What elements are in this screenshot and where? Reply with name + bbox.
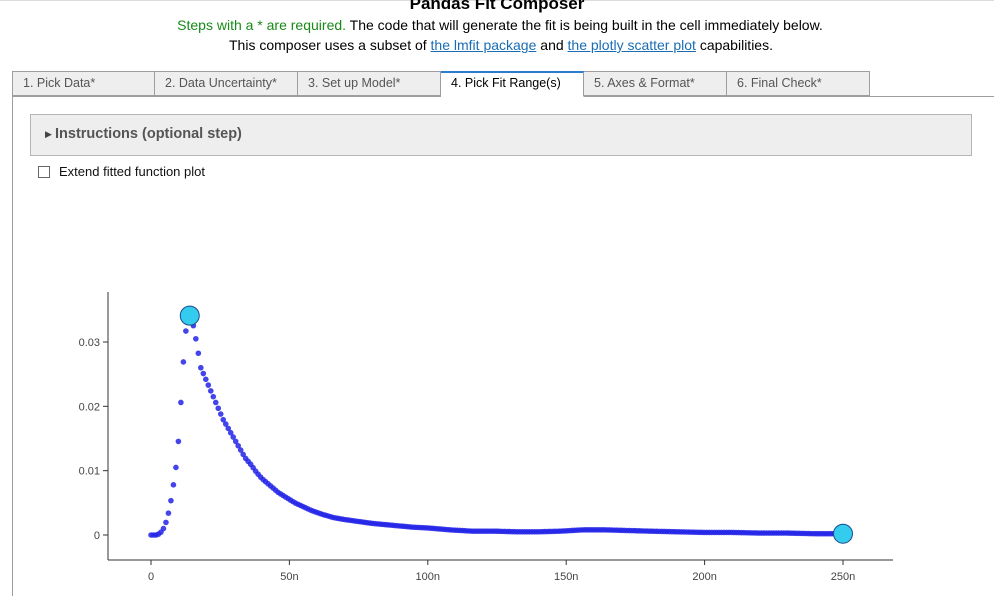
- x-axis-ticks: 0 50n 100n 150n 200n 250n: [148, 560, 855, 583]
- triangle-right-icon: ▶: [45, 129, 52, 139]
- data-point: [227, 429, 234, 436]
- x-tick-label: 0: [148, 571, 154, 583]
- y-tick-label: 0: [94, 530, 100, 542]
- data-point: [240, 451, 246, 458]
- capabilities-prefix: This composer uses a subset of: [229, 37, 431, 53]
- data-point: [232, 438, 239, 445]
- top-divider: [0, 0, 994, 3]
- extend-fit-checkbox-row[interactable]: Extend fitted function plot: [38, 164, 205, 179]
- data-point: [180, 359, 187, 365]
- y-tick-label: 0.01: [79, 466, 100, 478]
- y-tick-label: 0.02: [79, 401, 100, 413]
- fit-range-marker[interactable]: [179, 305, 200, 326]
- data-point: [163, 519, 169, 526]
- capabilities-line: This composer uses a subset of the lmfit…: [0, 37, 994, 53]
- data-point: [198, 364, 204, 371]
- data-point: [215, 405, 222, 412]
- tab-pick-data[interactable]: 1. Pick Data*: [12, 71, 155, 96]
- required-note-line: Steps with a * are required. The code th…: [0, 17, 994, 33]
- x-tick-label: 50n: [280, 571, 298, 583]
- data-point: [237, 447, 244, 453]
- capabilities-and: and: [536, 37, 568, 53]
- builder-note: The code that will generate the fit is b…: [346, 17, 823, 33]
- fit-range-marker[interactable]: [833, 523, 853, 544]
- data-point: [230, 434, 237, 440]
- step-tabs: 1. Pick Data* 2. Data Uncertainty* 3. Se…: [12, 71, 870, 97]
- data-point: [207, 388, 214, 394]
- tab-data-uncertainty[interactable]: 2. Data Uncertainty*: [155, 71, 298, 96]
- data-point: [168, 497, 174, 504]
- data-point: [220, 416, 227, 423]
- data-point: [160, 525, 167, 532]
- data-point: [200, 370, 207, 377]
- data-point: [173, 464, 179, 471]
- x-tick-label: 150n: [554, 571, 578, 583]
- y-axis-ticks: 0 0.01 0.02 0.03: [79, 337, 108, 542]
- instructions-title: Instructions (optional step): [55, 126, 242, 142]
- data-point: [212, 399, 219, 406]
- instructions-accordion[interactable]: ▶ Instructions (optional step): [30, 114, 972, 156]
- lmfit-link[interactable]: the lmfit package: [430, 37, 537, 53]
- tab-pick-fit-ranges[interactable]: 4. Pick Fit Range(s): [441, 71, 584, 97]
- data-points: [148, 314, 844, 538]
- x-tick-label: 200n: [692, 571, 716, 583]
- tab-set-up-model[interactable]: 3. Set up Model*: [298, 71, 441, 96]
- extend-fit-checkbox[interactable]: [38, 165, 50, 178]
- tab-axes-format[interactable]: 5. Axes & Format*: [584, 71, 727, 96]
- extend-fit-label: Extend fitted function plot: [59, 164, 205, 179]
- tab-panel: [12, 96, 994, 596]
- data-point: [217, 411, 224, 417]
- tab-final-check[interactable]: 6. Final Check*: [727, 71, 870, 96]
- data-point: [225, 425, 232, 432]
- data-point: [178, 399, 184, 406]
- data-point: [222, 421, 229, 427]
- data-point: [195, 350, 202, 357]
- data-point: [210, 393, 217, 400]
- data-point: [205, 382, 212, 388]
- data-point: [170, 482, 177, 488]
- data-point: [165, 510, 172, 516]
- y-tick-label: 0.03: [79, 337, 100, 349]
- page-title: Pandas Fit Composer: [409, 0, 585, 13]
- data-point: [193, 335, 199, 342]
- data-point: [175, 438, 182, 445]
- range-markers[interactable]: [179, 305, 853, 544]
- data-point: [235, 442, 241, 449]
- plotly-link[interactable]: the plotly scatter plot: [567, 37, 696, 53]
- data-point: [183, 328, 189, 334]
- capabilities-suffix: capabilities.: [695, 37, 773, 53]
- required-note: Steps with a * are required.: [177, 17, 347, 33]
- x-tick-label: 250n: [831, 571, 855, 583]
- data-point: [203, 376, 209, 383]
- x-tick-label: 100n: [416, 571, 440, 583]
